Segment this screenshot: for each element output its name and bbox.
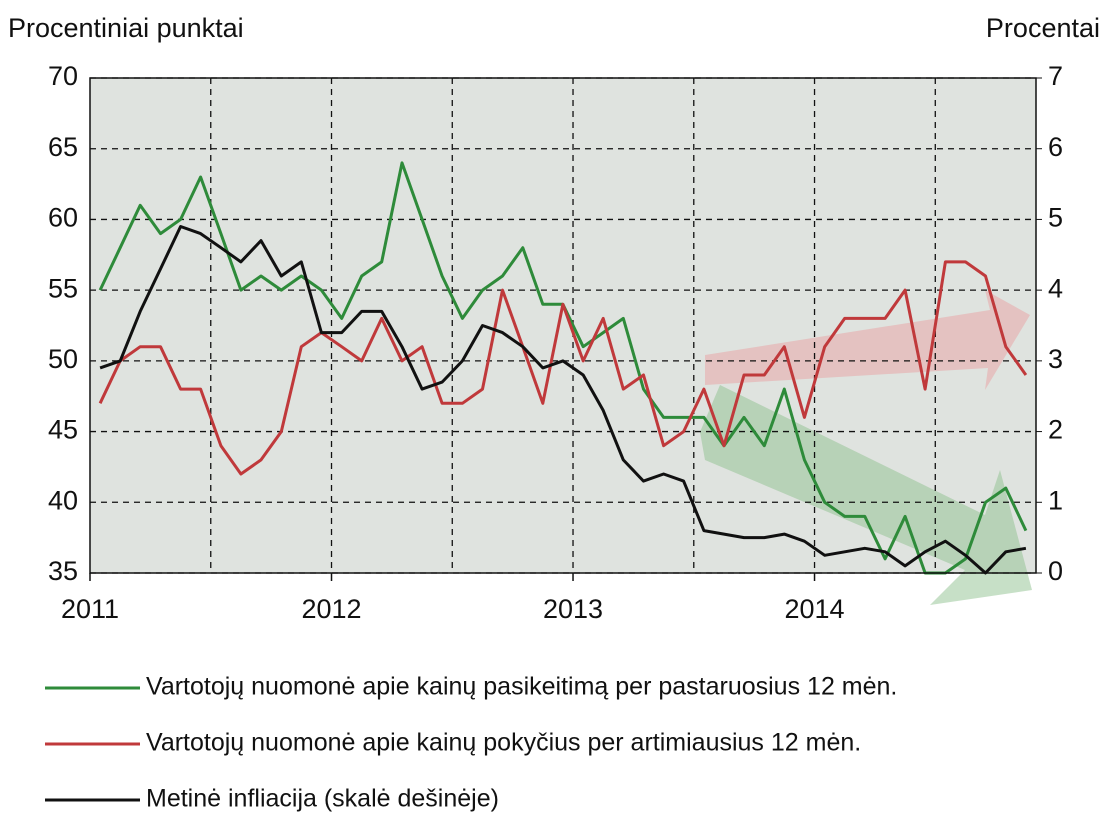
y-tick-label: 55 bbox=[48, 273, 78, 303]
y-tick-label: 50 bbox=[48, 344, 78, 374]
y2-tick-label: 7 bbox=[1048, 61, 1063, 91]
series-line bbox=[99, 225, 1027, 575]
y2-tick-label: 5 bbox=[1048, 203, 1063, 233]
y-axis-label: Procentiniai punktai bbox=[8, 13, 244, 43]
y-tick-label: 35 bbox=[48, 556, 78, 586]
legend-label: Vartotojų nuomonė apie kainų pasikeitimą… bbox=[146, 673, 897, 701]
y-tick-label: 60 bbox=[48, 203, 78, 233]
y2-axis-label: Procentai bbox=[986, 13, 1100, 43]
series-line bbox=[98, 260, 1028, 476]
y-tick-label: 70 bbox=[48, 61, 78, 91]
y2-tick-label: 6 bbox=[1048, 132, 1063, 162]
x-tick-label: 2014 bbox=[784, 594, 844, 624]
plot-frame bbox=[89, 77, 1037, 574]
y2-tick-label: 1 bbox=[1048, 485, 1063, 515]
x-tick-label: 2013 bbox=[543, 594, 603, 624]
y-tick-label: 65 bbox=[48, 132, 78, 162]
y-tick-label: 45 bbox=[48, 415, 78, 445]
y2-tick-label: 0 bbox=[1048, 556, 1063, 586]
trend-arrow-down bbox=[700, 385, 1032, 605]
trend-arrow-up bbox=[705, 290, 1030, 390]
x-tick-label: 2012 bbox=[301, 594, 361, 624]
x-tick-label: 2011 bbox=[61, 594, 119, 624]
legend-label: Vartotojų nuomonė apie kainų pokyčius pe… bbox=[146, 729, 861, 757]
y2-tick-label: 2 bbox=[1048, 415, 1063, 445]
y-tick-label: 40 bbox=[48, 485, 78, 515]
legend-label: Metinė infliacija (skalė dešinėje) bbox=[146, 785, 499, 813]
y2-tick-label: 3 bbox=[1048, 344, 1063, 374]
y2-tick-label: 4 bbox=[1048, 273, 1063, 303]
